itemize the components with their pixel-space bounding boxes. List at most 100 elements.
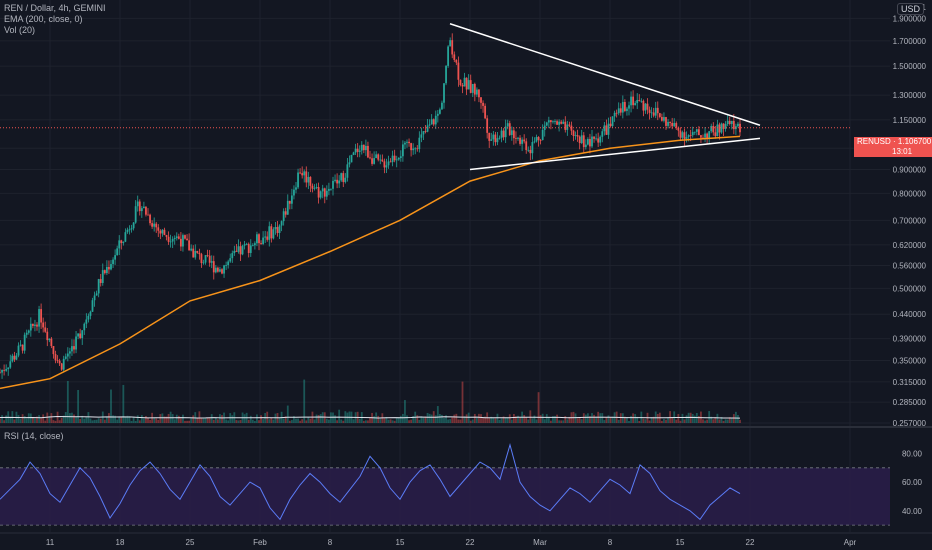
triangle-trendlines[interactable] bbox=[449, 23, 761, 171]
candle-body bbox=[173, 238, 176, 240]
volume-bar bbox=[116, 419, 119, 423]
candle-body bbox=[671, 122, 674, 127]
volume-bar bbox=[496, 413, 499, 423]
volume-bar bbox=[547, 416, 550, 423]
candle-body bbox=[496, 138, 499, 143]
candle-body bbox=[134, 206, 137, 223]
time-axis[interactable]: 11 18 25 Feb 8 15 22 Mar 8 15 22 Apr bbox=[0, 532, 932, 550]
candle-body bbox=[607, 123, 610, 135]
last-price-ticker: RENUSD bbox=[857, 137, 891, 146]
candle-body bbox=[595, 138, 598, 140]
y-tick-label-14: 0.390000 bbox=[893, 335, 927, 344]
volume-bar bbox=[498, 419, 501, 423]
volume-bar bbox=[126, 415, 129, 423]
volume-bar bbox=[702, 419, 704, 423]
candle-body bbox=[449, 40, 452, 47]
candle-body bbox=[23, 334, 26, 351]
candle-body bbox=[73, 346, 75, 350]
volume-bar bbox=[541, 413, 544, 423]
volume-bar bbox=[704, 420, 706, 423]
candle-body bbox=[475, 89, 478, 95]
volume-bar bbox=[5, 415, 8, 423]
volume-bar bbox=[471, 419, 474, 423]
candle-body bbox=[422, 131, 425, 135]
volume-bar bbox=[611, 416, 614, 423]
candle-body bbox=[517, 137, 519, 139]
candle-body bbox=[64, 356, 67, 359]
candle-body bbox=[282, 211, 285, 222]
volume-bar bbox=[619, 413, 622, 423]
candle-body bbox=[584, 144, 587, 148]
volume-bar bbox=[268, 419, 271, 423]
volume-bar bbox=[478, 413, 480, 423]
volume-bar bbox=[145, 416, 147, 423]
candle-body bbox=[360, 144, 363, 151]
volume-bar bbox=[636, 416, 639, 423]
volume-bar bbox=[710, 416, 713, 423]
volume-bar bbox=[25, 418, 28, 423]
volume-bar bbox=[188, 420, 191, 423]
candle-body bbox=[658, 113, 661, 117]
volume-bar bbox=[235, 420, 238, 423]
candle-body bbox=[171, 239, 174, 242]
volume-bar bbox=[52, 420, 55, 423]
volume-bar bbox=[556, 414, 558, 423]
symbol-legend[interactable]: REN / Dollar, 4h, GEMINI bbox=[4, 3, 106, 13]
volume-bar bbox=[549, 420, 552, 423]
candle-body bbox=[297, 172, 299, 188]
volume-bar bbox=[40, 418, 43, 423]
volume-bar bbox=[539, 415, 542, 423]
candle-body bbox=[685, 137, 688, 139]
volume-bar bbox=[317, 414, 320, 423]
volume-legend[interactable]: Vol (20) bbox=[4, 25, 36, 35]
candle-body bbox=[416, 148, 419, 150]
trendline-lower[interactable] bbox=[469, 137, 761, 171]
candle-body bbox=[568, 124, 571, 126]
ema-legend[interactable]: EMA (200, close, 0) bbox=[4, 14, 83, 24]
volume-bar bbox=[19, 418, 22, 423]
volume-bar bbox=[552, 416, 554, 423]
trendline-upper[interactable] bbox=[449, 23, 761, 126]
candle-body bbox=[457, 62, 460, 80]
y-tick-label-3: 1.500000 bbox=[893, 62, 927, 71]
candle-body bbox=[81, 330, 84, 339]
volume-bar bbox=[632, 413, 635, 423]
candle-body bbox=[521, 139, 524, 144]
volume-bar bbox=[64, 412, 67, 423]
candle-body bbox=[389, 161, 392, 163]
volume-bar bbox=[459, 419, 462, 423]
candle-body bbox=[547, 120, 550, 123]
candle-body bbox=[97, 279, 100, 294]
candle-body bbox=[58, 360, 61, 364]
volume-bar bbox=[506, 417, 509, 423]
candle-body bbox=[196, 250, 199, 253]
volume-bar bbox=[554, 415, 556, 423]
candle-body bbox=[221, 269, 223, 274]
volume-bar bbox=[81, 415, 84, 423]
volume-bar bbox=[42, 414, 45, 423]
volume-bar bbox=[190, 418, 193, 423]
volume-bar bbox=[593, 414, 595, 423]
rsi-legend[interactable]: RSI (14, close) bbox=[4, 431, 64, 441]
price-axis[interactable]: 2.11.9000001.7000001.5000001.3000001.150… bbox=[893, 3, 927, 428]
rsi-axis[interactable]: 80.00 60.00 40.00 bbox=[902, 449, 923, 515]
candle-body bbox=[673, 123, 676, 127]
volume-bar bbox=[270, 417, 273, 423]
candle-body bbox=[336, 179, 339, 184]
candle-body bbox=[539, 139, 542, 141]
volume-bar bbox=[299, 420, 302, 423]
volume-bar bbox=[410, 419, 413, 423]
volume-bar bbox=[591, 413, 593, 423]
candle-body bbox=[179, 238, 182, 247]
volume-bar bbox=[327, 419, 330, 423]
currency-button[interactable]: USD bbox=[896, 3, 924, 15]
candle-body bbox=[648, 109, 651, 113]
volume-bar bbox=[609, 416, 612, 423]
candle-body bbox=[383, 161, 386, 168]
candle-body bbox=[636, 99, 639, 104]
candle-body bbox=[216, 267, 219, 272]
volume-bar bbox=[656, 414, 659, 423]
volume-bar bbox=[68, 413, 71, 423]
volume-bar bbox=[29, 413, 32, 423]
